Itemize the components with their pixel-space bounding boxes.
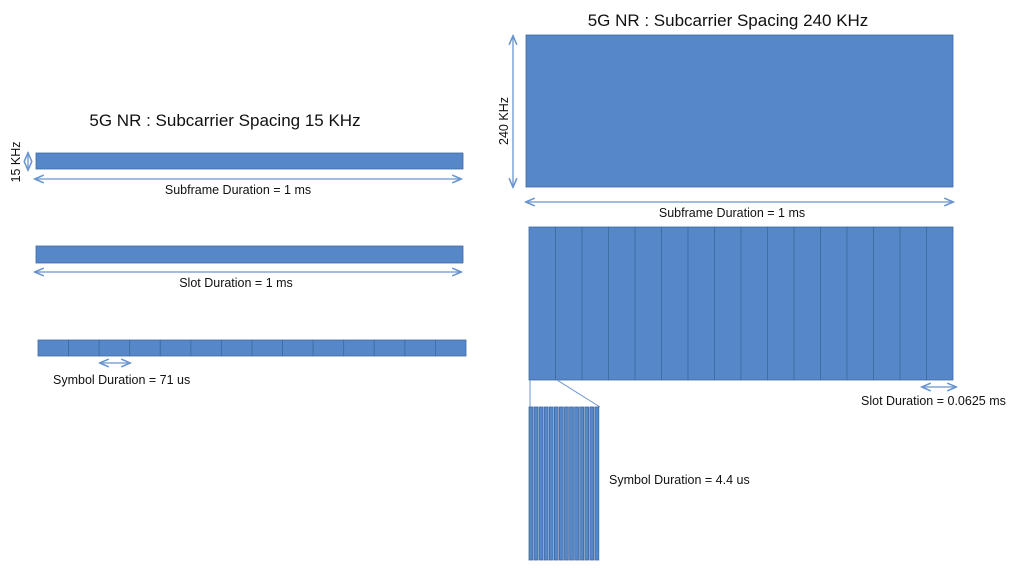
- left-symbol-cell: [129, 339, 161, 357]
- right-subframe-block: [525, 34, 954, 188]
- zoom-line-right: [556, 379, 601, 408]
- right-slot-cell: [555, 226, 583, 381]
- right-symbol-cell: [553, 406, 559, 561]
- left-symbol-cell: [312, 339, 345, 357]
- right-slot-cell: [740, 226, 768, 381]
- right-symbol-cell: [579, 406, 584, 561]
- right-slot-cell: [687, 226, 715, 381]
- right-slot-cell: [634, 226, 662, 381]
- right-slot-cell: [767, 226, 795, 381]
- left-symbol-cell: [159, 339, 192, 357]
- left-title: 5G NR : Subcarrier Spacing 15 KHz: [89, 111, 360, 130]
- right-slot-cell: [820, 226, 848, 381]
- right-symbol-cell: [559, 406, 564, 561]
- left-symbol-cell: [98, 339, 131, 357]
- right-title: 5G NR : Subcarrier Spacing 240 KHz: [588, 11, 869, 30]
- left-slot-label: Slot Duration = 1 ms: [179, 276, 293, 290]
- right-symbol-label: Symbol Duration = 4.4 us: [609, 473, 750, 487]
- left-symbol-cell: [221, 339, 253, 357]
- right-slot-cell: [926, 226, 954, 381]
- left-symbol-cell: [343, 339, 375, 357]
- left-subframe-label: Subframe Duration = 1 ms: [165, 183, 311, 197]
- left-symbol-row: [37, 339, 467, 357]
- left-symbol-label: Symbol Duration = 71 us: [53, 373, 190, 387]
- right-slot-cell: [714, 226, 742, 381]
- right-symbol-cell: [589, 406, 595, 561]
- right-symbol-cell: [548, 406, 554, 561]
- left-symbol-cell: [68, 339, 100, 357]
- right-slot-cell: [661, 226, 689, 381]
- right-symbol-cell: [594, 406, 600, 561]
- right-symbol-cell: [584, 406, 590, 561]
- right-subframe-label: Subframe Duration = 1 ms: [659, 206, 805, 220]
- left-symbol-cell: [373, 339, 406, 357]
- left-symbol-cell: [37, 339, 69, 357]
- right-symbol-cell: [564, 406, 569, 561]
- right-symbol-cell: [543, 406, 549, 561]
- right-slot-cell: [793, 226, 821, 381]
- left-subframe-block: [35, 152, 464, 170]
- right-symbol-cell: [528, 406, 534, 561]
- right-bandwidth-label: 240 KHz: [497, 97, 511, 145]
- left-slot-block: [35, 245, 464, 264]
- left-symbol-cell: [282, 339, 314, 357]
- right-slot-cell: [846, 226, 874, 381]
- right-slot-cell: [899, 226, 927, 381]
- right-symbol-cell: [574, 406, 579, 561]
- right-symbol-column: [528, 406, 600, 561]
- right-symbol-cell: [569, 406, 574, 561]
- right-slot-label: Slot Duration = 0.0625 ms: [861, 394, 1006, 408]
- left-bandwidth-label: 15 KHz: [9, 142, 23, 183]
- right-slot-cell: [581, 226, 609, 381]
- right-slot-cell: [873, 226, 901, 381]
- left-symbol-cell: [190, 339, 222, 357]
- right-slot-grid: [528, 226, 954, 381]
- left-symbol-cell: [251, 339, 283, 357]
- right-symbol-cell: [538, 406, 544, 561]
- left-symbol-cell: [435, 339, 467, 357]
- right-slot-cell: [528, 226, 556, 381]
- right-symbol-cell: [533, 406, 539, 561]
- right-slot-cell: [608, 226, 636, 381]
- left-symbol-cell: [404, 339, 436, 357]
